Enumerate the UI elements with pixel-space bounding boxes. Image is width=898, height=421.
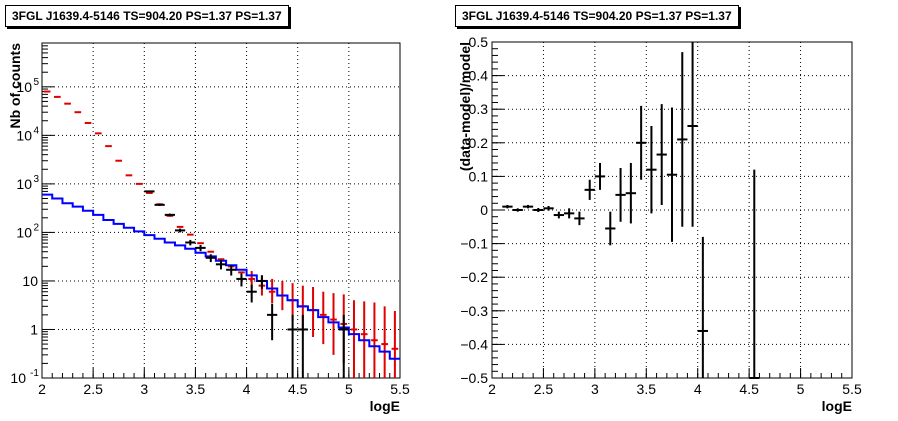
right-x-tick-label: 2 <box>488 381 496 397</box>
right-x-tick-label: 4.5 <box>739 381 759 397</box>
left-y-axis-label: Nb of counts <box>7 43 23 129</box>
right-x-tick-label: 5.5 <box>842 381 862 397</box>
left-y-tick-label: 10 <box>22 273 38 289</box>
left-x-tick-label: 4 <box>243 381 251 397</box>
left-y-tick-exponent: -1 <box>30 368 39 379</box>
right-y-axis-label: (data-model)/model <box>457 42 473 171</box>
right-y-tick-label: −0.1 <box>460 236 488 252</box>
left-y-tick-label: 10 <box>16 176 32 192</box>
left-plot-title: 3FGL J1639.4-5146 TS=904.20 PS=1.37 PS=1… <box>5 5 289 27</box>
left-y-tick-label: 10 <box>16 224 32 240</box>
right-y-tick-label: −0.5 <box>460 370 488 386</box>
right-x-tick-label: 4 <box>694 381 702 397</box>
right-x-axis-label: logE <box>822 398 852 414</box>
right-plot-area: 2 2.5 3 3.5 4 4.5 5 5.5 −0.5 −0.4 −0.3 −0.2 −0.1 0 0.1… <box>457 34 862 414</box>
left-y-tick-exponent: 2 <box>33 222 39 233</box>
left-y-tick-exponent: 4 <box>33 125 39 136</box>
left-x-tick-label: 4.5 <box>288 381 308 397</box>
left-y-tick-exponent: 3 <box>33 174 39 185</box>
left-x-tick-label: 5 <box>345 381 353 397</box>
left-x-axis-label: logE <box>370 398 400 414</box>
right-x-tick-label: 5 <box>797 381 805 397</box>
right-x-tick-label: 3.5 <box>637 381 657 397</box>
left-x-tick-label: 3 <box>140 381 148 397</box>
right-plot-title: 3FGL J1639.4-5146 TS=904.20 PS=1.37 PS=1… <box>455 5 739 27</box>
left-y-tick-label: 1 <box>30 321 38 337</box>
left-x-tick-label: 2 <box>38 381 46 397</box>
right-x-tick-label: 3 <box>591 381 599 397</box>
right-y-tick-label: 0 <box>480 202 488 218</box>
left-x-tick-label: 5.5 <box>390 381 410 397</box>
left-y-tick-exponent: 5 <box>33 77 39 88</box>
left-y-tick-label: 10 <box>16 127 32 143</box>
right-y-tick-label: 0.1 <box>469 168 489 184</box>
left-x-tick-label: 2.5 <box>83 381 103 397</box>
right-x-tick-label: 2.5 <box>534 381 554 397</box>
right-y-tick-label: −0.2 <box>460 269 488 285</box>
right-y-tick-label: −0.4 <box>460 336 488 352</box>
left-x-tick-label: 3.5 <box>186 381 206 397</box>
left-plot-frame <box>41 42 401 379</box>
left-y-tick-label: 10 <box>10 370 26 386</box>
right-y-tick-label: −0.3 <box>460 303 488 319</box>
right-y-tick-label: 0.5 <box>469 34 489 50</box>
left-y-tick-label: 10 <box>16 79 32 95</box>
right-y-tick-label: 0.2 <box>469 135 489 151</box>
right-y-tick-label: 0.4 <box>469 68 489 84</box>
right-y-tick-label: 0.3 <box>469 101 489 117</box>
